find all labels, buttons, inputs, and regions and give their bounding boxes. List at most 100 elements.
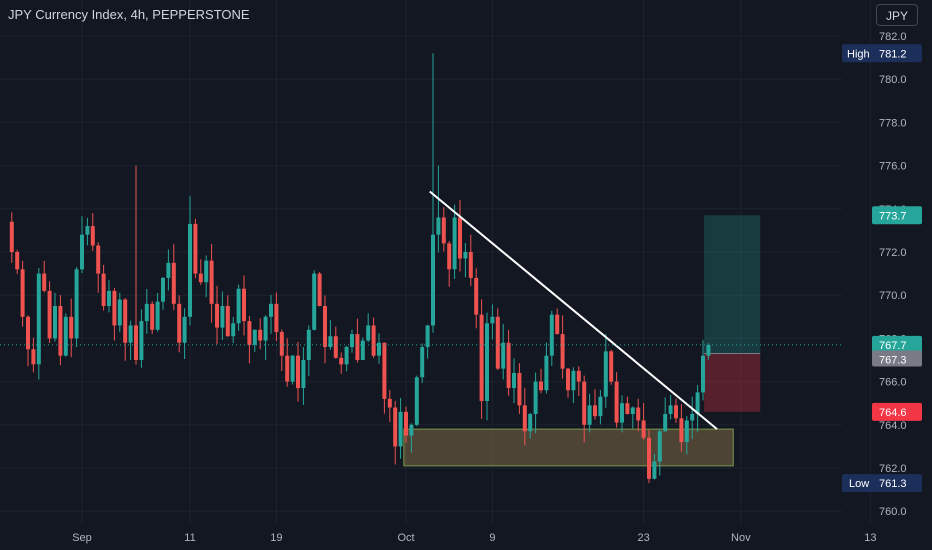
candle-body [112, 290, 117, 326]
candle-body [657, 431, 662, 462]
stop-loss-tag-bg [872, 402, 922, 421]
candle-body [198, 273, 203, 283]
low-tag-bg [842, 474, 922, 493]
candle-body [285, 355, 290, 382]
x-tick-label: 23 [637, 532, 649, 544]
candle-body [598, 396, 603, 417]
low-label: Low [849, 478, 869, 490]
currency-button[interactable]: JPY [876, 4, 918, 26]
x-tick-label: Sep [72, 532, 92, 544]
candle-body [317, 273, 322, 306]
y-tick-label: 780.0 [879, 74, 907, 86]
candle-body [47, 290, 52, 339]
candle-body [204, 260, 209, 283]
candle-body [512, 372, 516, 389]
candle-body [290, 355, 295, 382]
candle-body [188, 223, 192, 317]
candle-body [220, 306, 225, 328]
candle-body [69, 316, 74, 339]
candle-body [474, 277, 479, 315]
candle-body [128, 325, 133, 343]
candle-body [344, 347, 349, 365]
candle-body [269, 303, 273, 317]
y-tick-label: 776.0 [879, 161, 907, 173]
candle-body [614, 381, 619, 423]
y-tick-label: 764.0 [879, 420, 907, 432]
candle-body [101, 273, 106, 306]
candle-body [695, 392, 700, 414]
entry-tag-bg [872, 350, 922, 367]
candle-body [522, 405, 527, 432]
candle-body [620, 403, 624, 423]
candle-body [468, 252, 473, 278]
candle-body [63, 316, 68, 356]
stop-loss-tag: 764.6 [879, 407, 907, 419]
candle-body [582, 381, 587, 425]
candle-body [42, 273, 47, 291]
candle-body [252, 329, 257, 345]
candle-body [447, 243, 452, 270]
candle-body [625, 403, 630, 414]
candle-body [166, 262, 171, 278]
candle-body [593, 405, 597, 417]
chart-title: JPY Currency Index, 4h, PEPPERSTONE [8, 7, 250, 22]
candle-body [339, 357, 344, 365]
candle-body [452, 217, 457, 270]
candle-body [674, 405, 678, 419]
candle-body [360, 340, 365, 360]
candle-body [90, 226, 95, 246]
entry-tag: 767.3 [879, 355, 907, 367]
candle-body [9, 221, 14, 252]
candle-body [323, 306, 327, 348]
take-profit-tag-bg [872, 206, 922, 225]
candle-body [409, 424, 414, 436]
candle-body [36, 273, 41, 365]
candle-body [312, 273, 317, 330]
high-tag-bg [842, 44, 922, 63]
x-tick-label: 11 [184, 532, 195, 544]
candle-body [263, 316, 268, 341]
candle-body [15, 252, 20, 270]
y-tick-label: 782.0 [879, 31, 907, 43]
candle-body [479, 314, 484, 402]
candle-body [134, 325, 138, 360]
high-label: High [847, 48, 870, 60]
candle-body [107, 290, 111, 306]
take-profit-tag: 773.7 [879, 210, 907, 222]
candle-body [393, 407, 398, 447]
candle-body [420, 347, 425, 378]
candle-body [506, 342, 511, 389]
candle-body [193, 223, 198, 274]
candle-body [26, 316, 30, 350]
candle-body [587, 405, 592, 425]
candle-body [414, 377, 419, 425]
candle-body [528, 414, 533, 432]
candle-body [441, 217, 446, 244]
candle-body [603, 351, 608, 397]
candle-body [301, 360, 306, 389]
candle-body [236, 288, 241, 324]
candle-body [652, 461, 657, 479]
candle-body [274, 303, 279, 332]
candle-body [647, 437, 651, 479]
candle-body [355, 334, 360, 360]
candle-body [549, 314, 554, 356]
candle-body [398, 411, 403, 447]
candle-body [641, 420, 646, 438]
candle-body [663, 414, 668, 432]
candle-body [404, 411, 408, 436]
support-zone [403, 428, 734, 467]
candle-body [31, 349, 36, 365]
candle-body [247, 321, 252, 345]
candle-body [161, 277, 165, 302]
candle-body [560, 334, 565, 369]
candle-body [58, 306, 63, 356]
candle-body [566, 368, 570, 391]
candle-body [80, 234, 84, 270]
candle-body [544, 355, 549, 391]
x-tick-label: Oct [397, 532, 414, 544]
candle-body [458, 217, 462, 259]
candle-body [231, 323, 236, 337]
